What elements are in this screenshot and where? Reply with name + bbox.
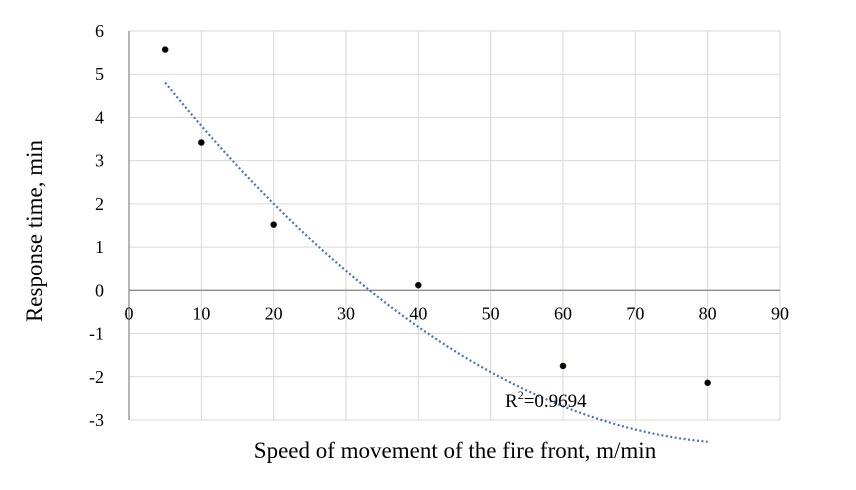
axes (128, 31, 780, 420)
trendline (164, 81, 708, 443)
y-tick-label: -1 (89, 324, 104, 344)
x-tick-label: 60 (554, 303, 572, 323)
y-tick-label: 2 (95, 194, 104, 214)
y-tick-label: -3 (89, 410, 104, 430)
gridlines (129, 30, 781, 421)
x-tick-label: 10 (192, 303, 210, 323)
data-point (415, 281, 422, 289)
x-tick-label: 40 (409, 303, 427, 323)
r-squared-value: =0.9694 (524, 391, 587, 412)
y-tick-label: 5 (95, 64, 104, 84)
data-point (704, 379, 711, 387)
y-tick-label: -2 (89, 367, 104, 387)
y-tick-label: 1 (95, 237, 104, 257)
x-tick-label: 80 (699, 303, 717, 323)
data-point (198, 139, 205, 146)
x-axis-title: Speed of movement of the fire front, m/m… (254, 438, 657, 463)
r-squared-superscript: 2 (518, 388, 524, 402)
x-tick-label: 50 (482, 303, 500, 323)
r-squared-symbol: R (505, 391, 518, 412)
trendline-path (164, 81, 708, 443)
x-tick-label: 30 (337, 303, 355, 323)
data-points (161, 46, 711, 387)
data-point (270, 221, 277, 228)
x-tick-label: 20 (265, 303, 283, 323)
y-tick-label: 6 (95, 21, 104, 41)
x-tick-label: 70 (626, 303, 644, 323)
x-tick-label: 90 (771, 303, 789, 323)
y-tick-label: 3 (95, 151, 104, 171)
r-squared-label: R2=0.9694 (505, 388, 587, 412)
y-axis-title: Response time, min (22, 139, 47, 322)
data-point (161, 46, 169, 53)
x-tick-label: 0 (125, 303, 134, 323)
y-tick-label: 0 (95, 280, 104, 300)
y-tick-label: 4 (95, 107, 104, 127)
data-point (559, 362, 567, 370)
